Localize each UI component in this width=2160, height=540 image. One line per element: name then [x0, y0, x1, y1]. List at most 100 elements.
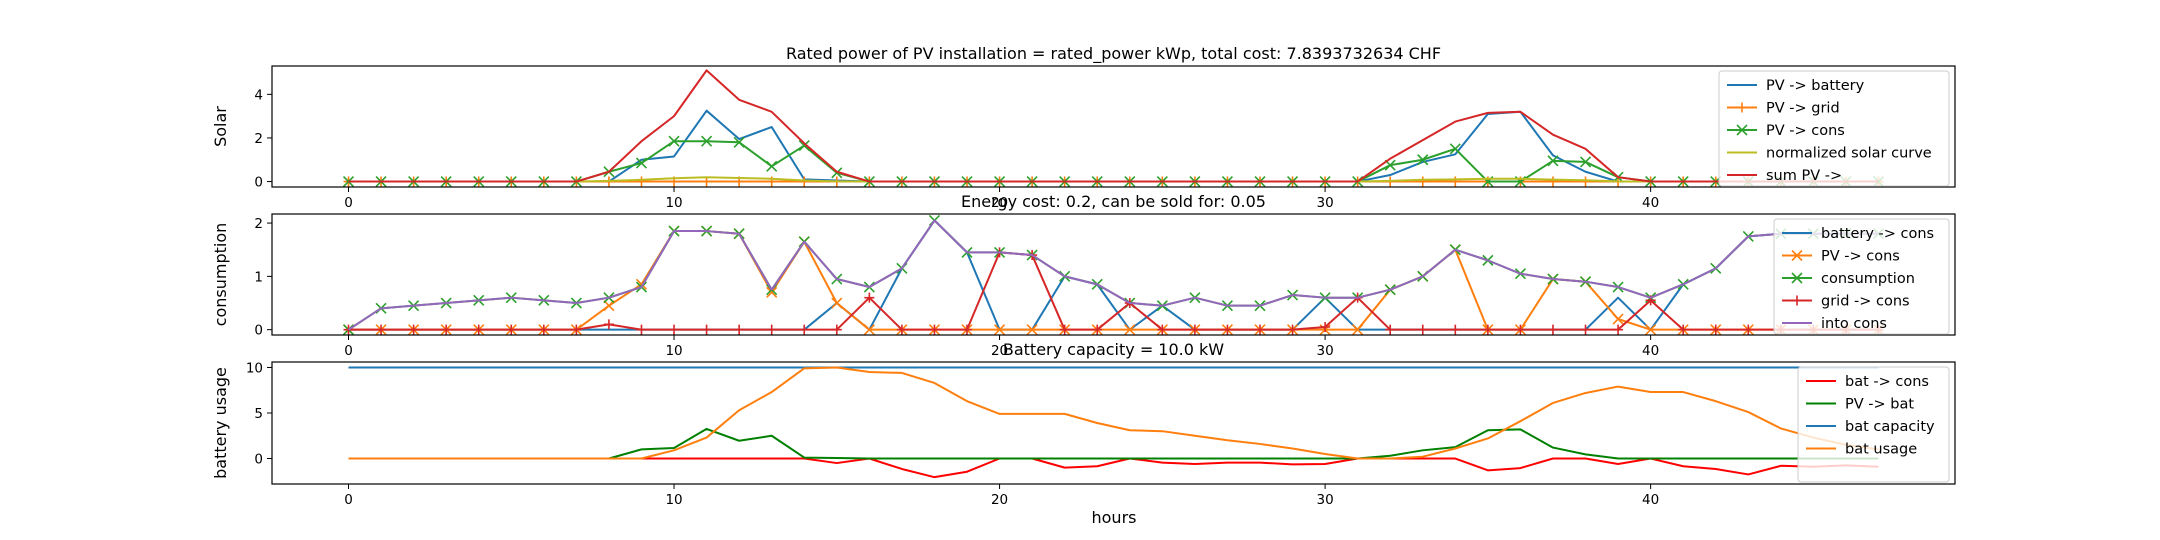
y-tick-label: 2	[254, 131, 263, 147]
data-point	[1515, 324, 1526, 335]
data-point	[766, 324, 777, 335]
data-point	[1547, 324, 1558, 335]
data-point	[798, 140, 810, 152]
y-tick-label: 1	[254, 269, 263, 285]
data-point	[1026, 324, 1038, 336]
legend-marker	[1792, 295, 1802, 306]
data-point	[636, 324, 647, 335]
axes-frame	[271, 361, 1956, 485]
x-tick-label: 30	[1317, 343, 1334, 359]
subplot-2: Energy cost: 0.2, can be sold for: 0.05 c…	[211, 192, 1956, 359]
x-tick-label: 20	[991, 195, 1008, 211]
series-line-battery-cons	[348, 219, 1879, 331]
legend-label: into cons	[1821, 316, 1887, 332]
data-point	[962, 324, 973, 335]
data-point	[1580, 324, 1591, 335]
legend: battery -> cons PV -> cons consumption grid…	[1773, 218, 1950, 335]
subplot-3: Battery capacity = 10.0 kW battery usage 0…	[211, 340, 1956, 508]
data-point	[441, 324, 452, 335]
figure-xlabel: hours	[1092, 508, 1137, 527]
data-point	[1579, 156, 1592, 168]
data-point	[1482, 324, 1493, 335]
data-point	[831, 297, 843, 309]
legend-label: normalized solar curve	[1766, 146, 1932, 162]
data-point	[1059, 324, 1070, 335]
data-point	[1417, 324, 1428, 335]
data-point	[863, 324, 875, 336]
x-tick-label: 0	[344, 343, 353, 359]
data-point	[473, 324, 484, 335]
y-tick-label: 10	[246, 360, 263, 376]
legend-frame	[1797, 366, 1950, 483]
data-point	[571, 324, 582, 335]
x-tick-label: 40	[1642, 195, 1659, 211]
data-point	[1417, 154, 1429, 166]
data-point	[669, 324, 680, 335]
data-point	[1580, 176, 1591, 187]
data-point	[1157, 324, 1168, 335]
legend-marker	[1737, 102, 1747, 113]
y-axis-label: Solar	[211, 106, 230, 147]
x-tick-label: 20	[991, 492, 1008, 508]
data-point	[603, 300, 615, 312]
data-point	[1710, 324, 1721, 335]
data-point	[1287, 324, 1298, 335]
x-tick-label: 10	[665, 343, 682, 359]
legend-label: sum PV ->	[1766, 168, 1842, 184]
series-line-bat-cons	[348, 457, 1879, 479]
data-point	[408, 324, 419, 335]
subplot-title: Rated power of PV installation = rated_p…	[786, 44, 1441, 64]
data-point	[766, 286, 778, 298]
data-point	[1417, 176, 1428, 187]
data-point	[1449, 143, 1461, 155]
axes-frame	[271, 65, 1956, 188]
x-tick-label: 10	[665, 492, 682, 508]
data-point	[1547, 155, 1559, 167]
legend-marker	[1736, 124, 1748, 136]
data-point	[734, 324, 745, 335]
data-point	[1254, 324, 1265, 335]
legend-label: bat capacity	[1845, 419, 1935, 435]
data-point	[1222, 324, 1233, 335]
axes-frame	[271, 213, 1956, 336]
y-tick-label: 0	[254, 452, 263, 468]
legend-frame	[1718, 70, 1950, 187]
x-tick-label: 10	[665, 195, 682, 211]
legend-label: bat -> cons	[1845, 374, 1929, 390]
data-point	[766, 160, 778, 172]
data-point	[1645, 324, 1657, 336]
data-point	[603, 319, 614, 330]
x-tick-label: 40	[1642, 343, 1659, 359]
data-point	[733, 136, 745, 148]
y-tick-label: 2	[254, 216, 263, 232]
legend-marker	[1791, 249, 1803, 262]
y-tick-label: 4	[254, 87, 263, 103]
legend-label: PV -> cons	[1766, 123, 1845, 139]
legend-marker	[1791, 272, 1803, 284]
data-point	[636, 176, 647, 187]
data-point	[799, 324, 810, 335]
y-tick-label: 5	[254, 406, 263, 422]
x-tick-label: 30	[1317, 492, 1334, 508]
series-line-consumption	[347, 219, 1879, 331]
x-tick-label: 40	[1642, 492, 1659, 508]
series-line-pv-cons	[348, 140, 1879, 183]
subplot-1: Rated power of PV installation = rated_p…	[211, 44, 1956, 211]
data-point	[635, 157, 648, 169]
data-point	[701, 324, 712, 335]
data-point	[701, 135, 713, 147]
data-point	[864, 292, 875, 303]
x-tick-label: 0	[344, 195, 353, 211]
legend: bat -> cons PV -> bat bat capacity bat usag…	[1797, 366, 1950, 483]
legend-frame	[1773, 218, 1950, 335]
data-point	[506, 324, 517, 335]
subplot-title: Battery capacity = 10.0 kW	[1003, 340, 1224, 359]
y-tick-label: 0	[254, 323, 263, 339]
x-tick-label: 30	[1317, 195, 1334, 211]
data-point	[1678, 324, 1689, 335]
x-tick-label: 0	[344, 492, 353, 508]
data-point	[831, 324, 842, 335]
data-point	[1352, 324, 1364, 336]
data-point	[1189, 324, 1200, 335]
y-axis-label: consumption	[211, 223, 230, 327]
